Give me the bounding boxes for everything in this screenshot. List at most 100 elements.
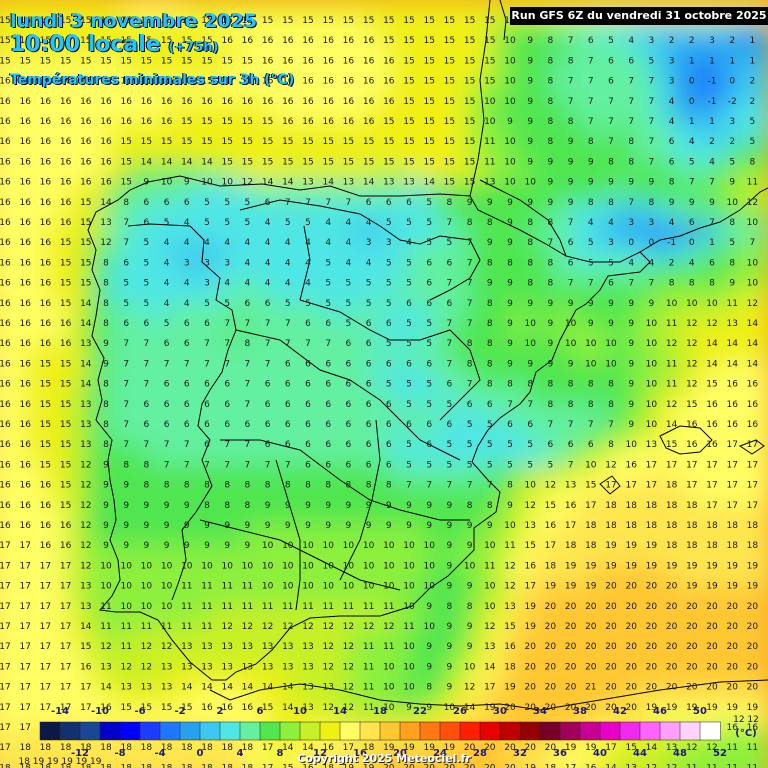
- grid-value: 10: [120, 561, 132, 571]
- grid-value: 6: [709, 258, 715, 268]
- grid-value: 16: [19, 359, 31, 369]
- grid-value: 6: [346, 339, 352, 349]
- grid-value: 17: [625, 481, 636, 491]
- grid-value: 9: [669, 198, 675, 208]
- grid-value: 15: [141, 56, 152, 66]
- grid-value: 5: [527, 440, 533, 450]
- grid-value: 16: [60, 541, 72, 551]
- grid-value: 12: [100, 642, 111, 652]
- grid-value: 6: [144, 319, 150, 329]
- grid-value: 12: [706, 319, 717, 329]
- grid-value: 4: [709, 157, 715, 167]
- grid-value: 7: [588, 56, 594, 66]
- grid-value: 15: [221, 137, 232, 147]
- grid-value: 10: [181, 561, 193, 571]
- grid-value: 8: [527, 279, 533, 289]
- grid-value: 13: [141, 683, 152, 693]
- grid-value: 20: [565, 622, 577, 632]
- grid-value: 3: [386, 238, 392, 248]
- grid-value: 4: [184, 279, 190, 289]
- grid-value: 5: [144, 238, 150, 248]
- grid-value: 10: [383, 683, 395, 693]
- grid-value: 9: [548, 359, 554, 369]
- grid-value: 6: [487, 400, 493, 410]
- grid-value: 16: [282, 97, 294, 107]
- grid-value: 19: [646, 541, 658, 551]
- grid-value: 6: [669, 157, 675, 167]
- grid-value: 20: [605, 683, 617, 693]
- grid-value: 4: [669, 97, 675, 107]
- grid-value: 9: [144, 541, 150, 551]
- grid-value: 10: [403, 662, 415, 672]
- grid-value: 11: [726, 299, 737, 309]
- grid-value: 10: [423, 561, 435, 571]
- grid-value: 4: [346, 218, 352, 228]
- grid-value: 9: [568, 137, 574, 147]
- grid-value: 10: [464, 662, 476, 672]
- grid-value: 2: [669, 36, 675, 46]
- grid-value: 8: [548, 258, 554, 268]
- grid-value: 6: [285, 359, 291, 369]
- grid-value: 17: [666, 460, 677, 470]
- grid-value: 16: [322, 97, 334, 107]
- grid-value: 18: [545, 561, 557, 571]
- grid-value: 10: [504, 521, 516, 531]
- grid-value: 17: [747, 501, 758, 511]
- grid-value: 17: [19, 662, 30, 672]
- grid-value: 8: [588, 137, 594, 147]
- grid-value: 19: [585, 582, 597, 592]
- grid-value: 20: [666, 662, 678, 672]
- grid-value: 17: [585, 501, 596, 511]
- grid-value: 10: [646, 339, 658, 349]
- grid-value: 10: [161, 178, 173, 188]
- grid-value: 16: [19, 258, 31, 268]
- grid-value: 7: [467, 299, 473, 309]
- grid-value: 10: [423, 541, 435, 551]
- grid-value: 15: [423, 157, 434, 167]
- grid-value: 7: [588, 97, 594, 107]
- grid-value: 15: [403, 157, 414, 167]
- grid-value: 20: [565, 642, 577, 652]
- grid-value: 10: [625, 440, 637, 450]
- grid-value: 11: [141, 622, 152, 632]
- grid-value: 8: [628, 157, 634, 167]
- grid-value: 15: [444, 56, 455, 66]
- grid-value: 16: [0, 218, 11, 228]
- grid-value: 5: [406, 258, 412, 268]
- grid-value: 8: [548, 137, 554, 147]
- grid-value: 8: [103, 420, 109, 430]
- grid-value: 16: [747, 400, 759, 410]
- grid-value: 15: [403, 56, 414, 66]
- grid-value: 16: [0, 380, 11, 390]
- grid-value: 14: [201, 157, 213, 167]
- grid-value: 9: [164, 541, 170, 551]
- grid-value: 10: [262, 561, 274, 571]
- grid-value: 10: [302, 561, 314, 571]
- grid-value: 6: [184, 380, 190, 390]
- grid-value: 9: [507, 359, 513, 369]
- grid-value: 17: [60, 642, 71, 652]
- grid-value: 4: [346, 238, 352, 248]
- grid-value: 15: [80, 56, 91, 66]
- grid-value: 4: [265, 238, 271, 248]
- legend-swatch: [299, 721, 321, 741]
- grid-value: 9: [507, 117, 513, 127]
- grid-value: 11: [302, 602, 313, 612]
- grid-value: 12: [747, 198, 758, 208]
- grid-value: 8: [608, 400, 614, 410]
- grid-value: 16: [40, 339, 52, 349]
- grid-value: 9: [184, 541, 190, 551]
- legend-label-upper: -2: [174, 706, 185, 717]
- grid-value: 12: [484, 622, 495, 632]
- grid-value: 16: [80, 137, 92, 147]
- grid-value: 15: [40, 440, 51, 450]
- grid-value: 5: [750, 137, 756, 147]
- grid-value: 7: [224, 359, 230, 369]
- grid-value: -1: [708, 77, 717, 87]
- legend-swatch: [139, 721, 161, 741]
- grid-value: 7: [204, 460, 210, 470]
- grid-value: 5: [750, 117, 756, 127]
- grid-value: 11: [201, 582, 212, 592]
- grid-value: 5: [588, 238, 594, 248]
- grid-value: 1: [709, 56, 715, 66]
